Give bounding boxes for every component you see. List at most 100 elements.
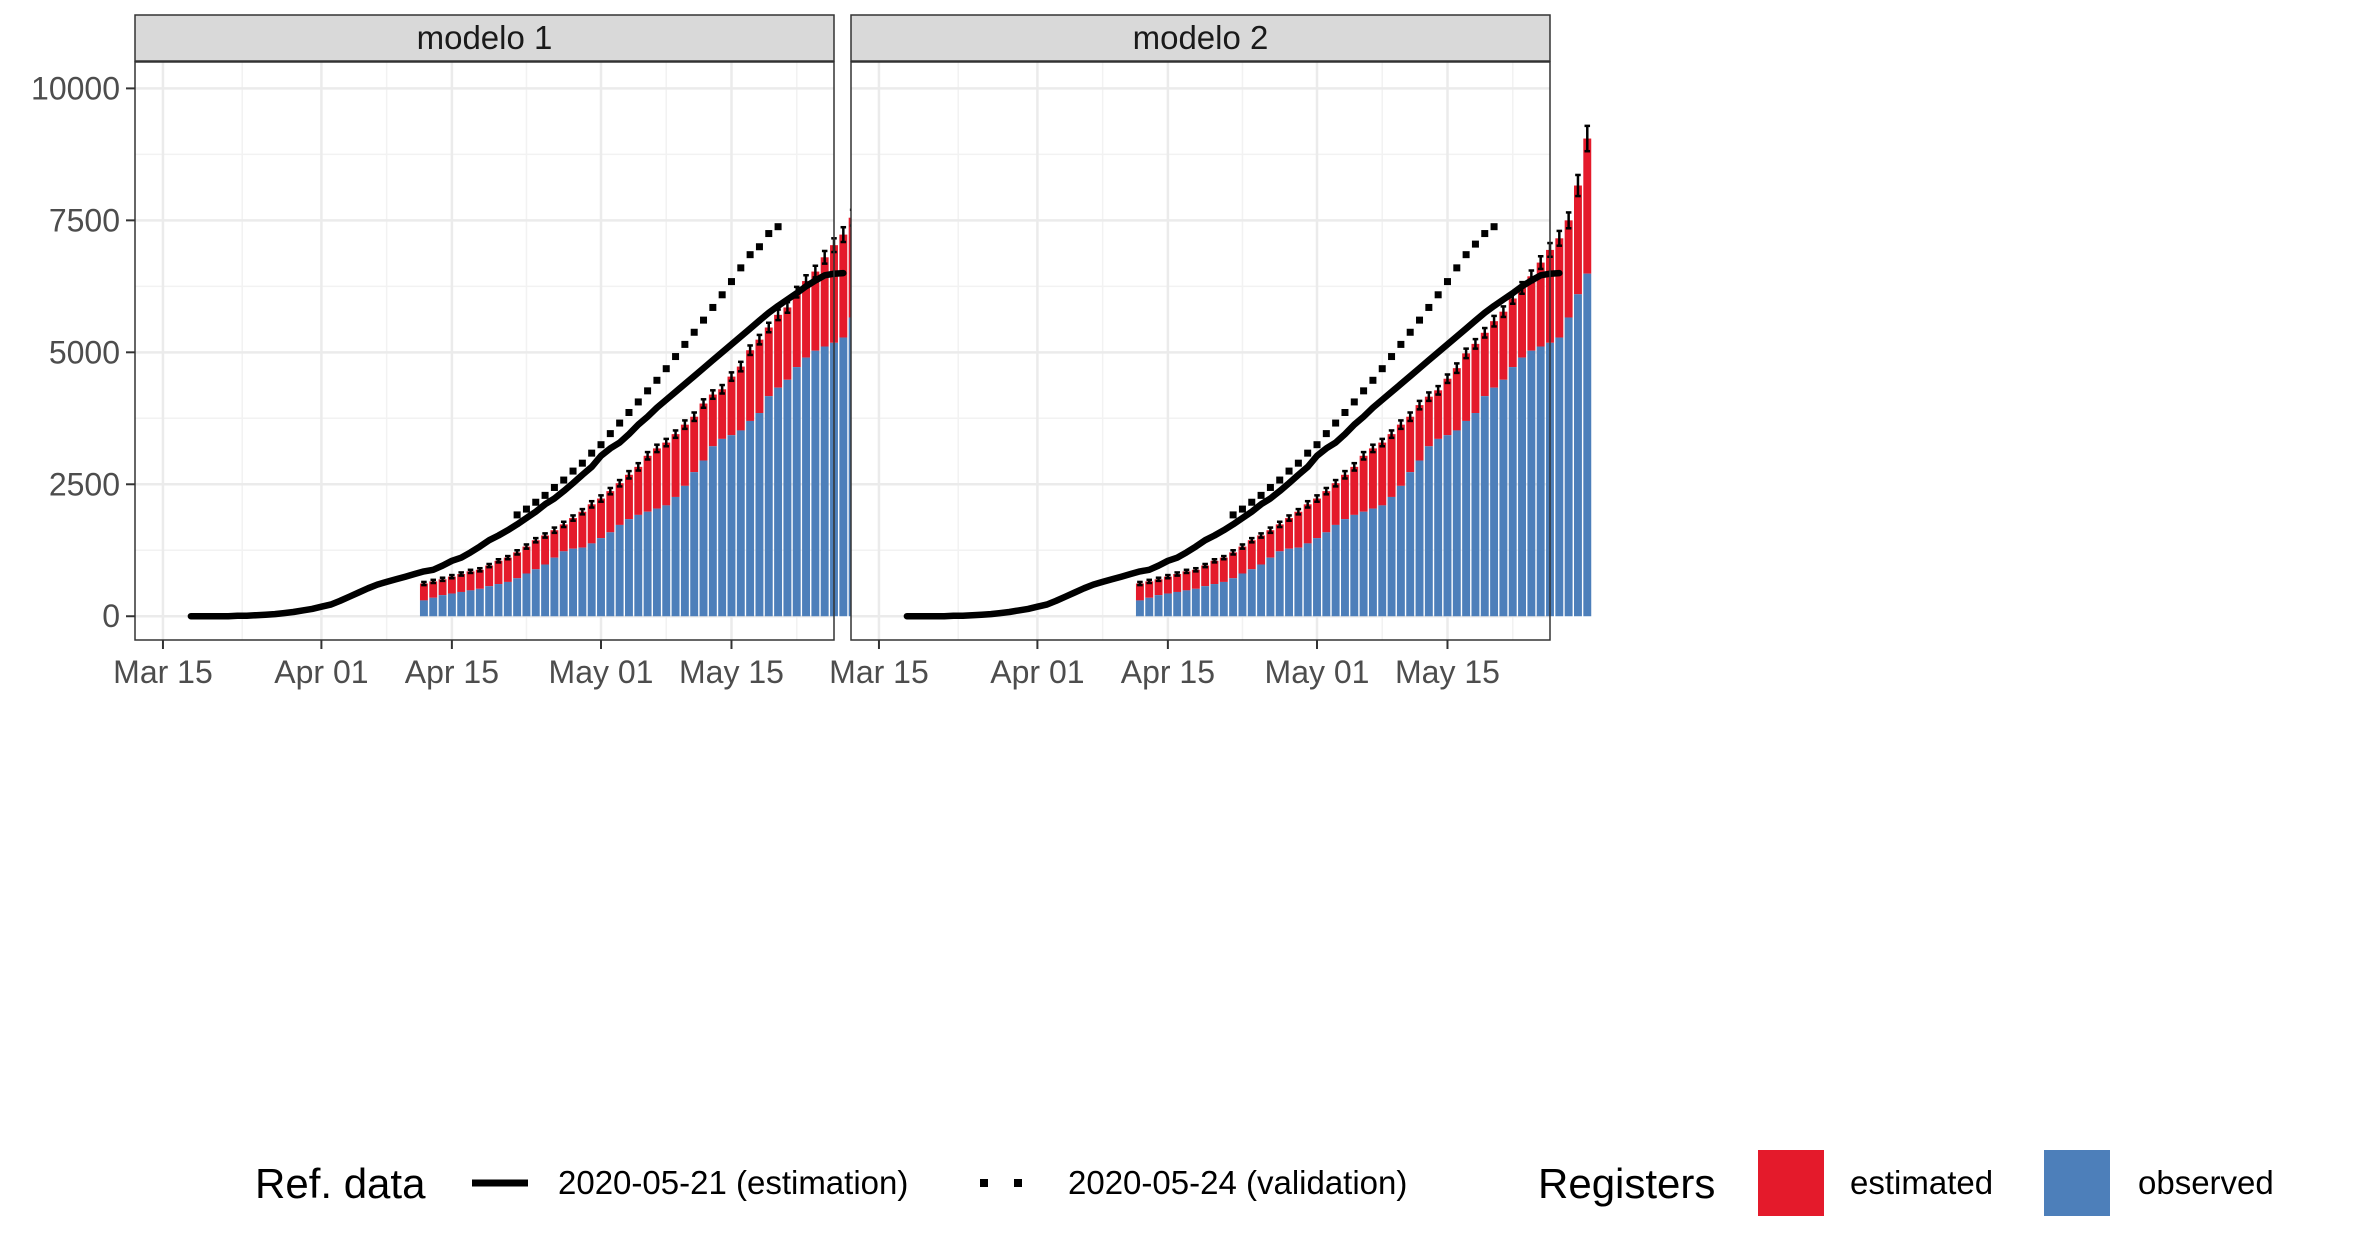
bar-observed xyxy=(1388,497,1396,616)
bar-estimated xyxy=(1341,475,1349,519)
bar-observed xyxy=(1322,532,1330,616)
validation-point xyxy=(775,223,782,230)
validation-point xyxy=(747,251,754,258)
validation-point xyxy=(1314,441,1321,448)
x-tick-label: Mar 15 xyxy=(113,654,213,690)
validation-point xyxy=(1416,317,1423,324)
bar-observed xyxy=(1341,519,1349,616)
bar-observed xyxy=(737,430,745,616)
bar-estimated xyxy=(625,475,633,519)
bar-estimated xyxy=(1397,425,1405,486)
bar-estimated xyxy=(606,491,614,532)
bar-observed xyxy=(802,358,810,617)
bar-observed xyxy=(1266,558,1274,617)
bar-estimated xyxy=(821,257,829,346)
bar-estimated xyxy=(1332,483,1340,525)
bar-observed xyxy=(690,472,698,616)
validation-point xyxy=(1295,460,1302,467)
validation-point xyxy=(644,387,651,394)
bar-observed xyxy=(1555,338,1563,617)
validation-point xyxy=(1248,499,1255,506)
bar-observed xyxy=(821,347,829,617)
validation-point xyxy=(551,484,558,491)
validation-point xyxy=(700,317,707,324)
bar-estimated xyxy=(1294,512,1302,548)
bar-observed xyxy=(625,519,633,616)
bar-estimated xyxy=(1350,467,1358,515)
validation-point xyxy=(570,468,577,475)
validation-point xyxy=(1258,492,1265,499)
legend-ref-validation-label: 2020-05-24 (validation) xyxy=(1068,1164,1407,1201)
bar-observed xyxy=(746,421,754,616)
bar-observed xyxy=(1471,413,1479,616)
bar-observed xyxy=(439,595,447,616)
bar-observed xyxy=(783,380,791,616)
bar-observed xyxy=(420,600,428,616)
bar-estimated xyxy=(1304,504,1312,543)
bar-estimated xyxy=(1220,558,1228,582)
validation-point xyxy=(1397,341,1404,348)
bar-estimated xyxy=(1378,443,1386,506)
validation-point xyxy=(1351,398,1358,405)
validation-point xyxy=(691,329,698,336)
bar-observed xyxy=(1304,543,1312,616)
bar-estimated xyxy=(1434,390,1442,439)
bar-estimated xyxy=(709,395,717,447)
bar-estimated xyxy=(1453,368,1461,430)
bar-observed xyxy=(1518,358,1526,617)
validation-point xyxy=(719,291,726,298)
bar-estimated xyxy=(1192,570,1200,589)
bar-estimated xyxy=(485,566,493,587)
bar-estimated xyxy=(746,350,754,421)
bar-estimated xyxy=(1229,552,1237,578)
bar-estimated xyxy=(1313,499,1321,539)
bar-estimated xyxy=(1322,491,1330,532)
bar-observed xyxy=(1499,380,1507,616)
validation-point xyxy=(1323,430,1330,437)
bar-observed xyxy=(1369,509,1377,617)
bar-observed xyxy=(429,598,437,616)
validation-point xyxy=(681,341,688,348)
legend-observed-label: observed xyxy=(2138,1164,2274,1201)
validation-point xyxy=(1304,450,1311,457)
bar-observed xyxy=(1406,472,1414,616)
bar-estimated xyxy=(1388,434,1396,497)
bar-observed xyxy=(644,512,652,617)
y-tick-label: 7500 xyxy=(49,202,120,238)
bar-observed xyxy=(1350,515,1358,616)
bar-estimated xyxy=(1527,276,1535,350)
bar-estimated xyxy=(569,518,577,549)
bar-observed xyxy=(522,573,530,616)
validation-point xyxy=(1276,477,1283,484)
bar-estimated xyxy=(662,443,670,506)
bar-observed xyxy=(560,551,568,616)
legend-estimated-label: estimated xyxy=(1850,1164,1993,1201)
bar-estimated xyxy=(718,389,726,439)
bar-estimated xyxy=(793,292,801,367)
validation-point xyxy=(598,441,605,448)
bar-observed xyxy=(1462,421,1470,616)
bar-estimated xyxy=(578,512,586,548)
validation-point xyxy=(765,230,772,237)
bar-observed xyxy=(1183,590,1191,616)
bar-observed xyxy=(495,584,503,616)
validation-point xyxy=(728,278,735,285)
bar-estimated xyxy=(1462,353,1470,421)
bar-estimated xyxy=(1555,238,1563,337)
bar-estimated xyxy=(1276,524,1284,551)
x-tick-label: Mar 15 xyxy=(829,654,929,690)
bar-estimated xyxy=(513,552,521,578)
bar-observed xyxy=(1136,600,1144,616)
validation-point xyxy=(625,409,632,416)
bar-observed xyxy=(485,586,493,616)
bar-observed xyxy=(1285,549,1293,617)
bar-estimated xyxy=(774,315,782,388)
legend-estimated-swatch xyxy=(1758,1150,1824,1216)
bar-estimated xyxy=(1481,333,1489,396)
bar-estimated xyxy=(700,404,708,461)
bar-observed xyxy=(1509,367,1517,616)
x-tick-label: May 01 xyxy=(1265,654,1370,690)
bar-observed xyxy=(774,388,782,617)
bar-observed xyxy=(728,435,736,616)
bar-estimated xyxy=(653,448,661,508)
